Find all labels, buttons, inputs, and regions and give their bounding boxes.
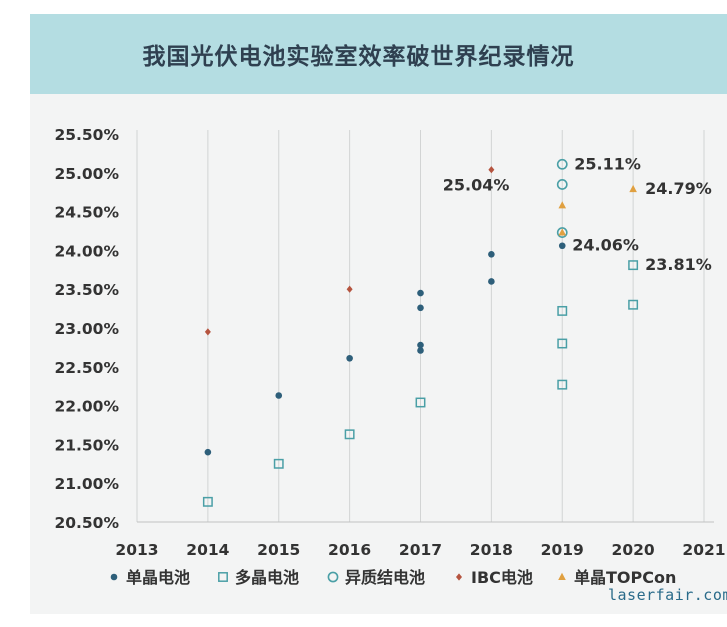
data-label: 25.11% bbox=[574, 154, 641, 173]
data-point-series-4 bbox=[558, 201, 567, 209]
data-point-series-1 bbox=[628, 260, 639, 271]
data-point-series-3 bbox=[488, 166, 495, 174]
x-tick-label: 2014 bbox=[186, 541, 229, 559]
legend-label: 单晶TOPCon bbox=[574, 568, 676, 587]
data-point-series-1 bbox=[202, 496, 213, 507]
legend-label: IBC电池 bbox=[471, 568, 533, 587]
data-point-series-4 bbox=[558, 228, 567, 236]
x-tick-label: 2018 bbox=[470, 541, 513, 559]
data-point-series-0 bbox=[417, 289, 424, 297]
legend-marker bbox=[327, 571, 339, 583]
x-tick-label: 2015 bbox=[257, 541, 300, 559]
x-tick-label: 2017 bbox=[399, 541, 442, 559]
data-point-series-4 bbox=[629, 184, 637, 193]
data-point-series-2 bbox=[556, 179, 568, 190]
y-tick-label: 23.00% bbox=[54, 320, 119, 338]
data-point-series-0 bbox=[204, 448, 212, 456]
data-point-series-1 bbox=[344, 429, 355, 440]
y-tick-label: 24.50% bbox=[54, 204, 119, 222]
data-point-series-1 bbox=[415, 397, 426, 408]
data-label: 23.81% bbox=[645, 255, 712, 274]
data-point-series-0 bbox=[417, 347, 424, 354]
data-point-series-1 bbox=[628, 299, 639, 310]
legend-marker bbox=[456, 573, 462, 581]
legend-label: 异质结电池 bbox=[345, 568, 425, 587]
y-tick-label: 22.50% bbox=[54, 359, 119, 377]
y-tick-label: 24.00% bbox=[54, 242, 119, 260]
data-point-series-2 bbox=[556, 158, 568, 170]
data-point-series-1 bbox=[557, 305, 568, 316]
x-tick-label: 2019 bbox=[541, 541, 584, 559]
x-tick-label: 2021 bbox=[682, 541, 725, 559]
data-point-series-1 bbox=[273, 458, 284, 469]
data-point-series-0 bbox=[488, 278, 495, 285]
x-tick-label: 2020 bbox=[612, 541, 655, 559]
y-tick-label: 25.50% bbox=[54, 126, 119, 144]
data-label: 25.04% bbox=[443, 176, 510, 195]
data-point-series-0 bbox=[558, 242, 566, 250]
data-point-series-2 bbox=[556, 227, 568, 238]
y-tick-label: 25.00% bbox=[54, 165, 119, 183]
legend-marker bbox=[110, 573, 118, 581]
y-tick-label: 23.50% bbox=[54, 281, 119, 299]
data-point-series-0 bbox=[488, 250, 495, 258]
y-tick-label: 22.00% bbox=[54, 398, 119, 416]
data-point-series-1 bbox=[557, 379, 568, 390]
chart-title: 我国光伏电池实验室效率破世界纪录情况 bbox=[142, 44, 575, 70]
x-tick-label: 2013 bbox=[115, 541, 158, 559]
y-tick-label: 21.50% bbox=[54, 436, 119, 454]
x-tick-label: 2016 bbox=[328, 541, 371, 559]
data-point-series-0 bbox=[275, 392, 283, 399]
legend-marker bbox=[558, 572, 566, 580]
y-tick-label: 21.00% bbox=[54, 475, 119, 493]
data-label: 24.79% bbox=[645, 179, 712, 198]
data-point-series-0 bbox=[417, 341, 424, 349]
legend-label: 单晶电池 bbox=[126, 568, 190, 587]
y-tick-label: 20.50% bbox=[54, 514, 119, 532]
data-point-series-0 bbox=[417, 304, 424, 312]
data-point-series-0 bbox=[346, 354, 353, 362]
legend-label: 多晶电池 bbox=[235, 568, 299, 587]
legend-marker bbox=[218, 572, 228, 582]
data-point-series-1 bbox=[557, 338, 568, 349]
data-point-series-3 bbox=[346, 285, 353, 293]
chart-card bbox=[30, 14, 727, 614]
data-label: 24.06% bbox=[572, 236, 639, 255]
title-bar: 我国光伏电池实验室效率破世界纪录情况 bbox=[30, 14, 727, 94]
data-point-series-3 bbox=[204, 328, 211, 336]
watermark: laserfair.com bbox=[608, 586, 727, 604]
